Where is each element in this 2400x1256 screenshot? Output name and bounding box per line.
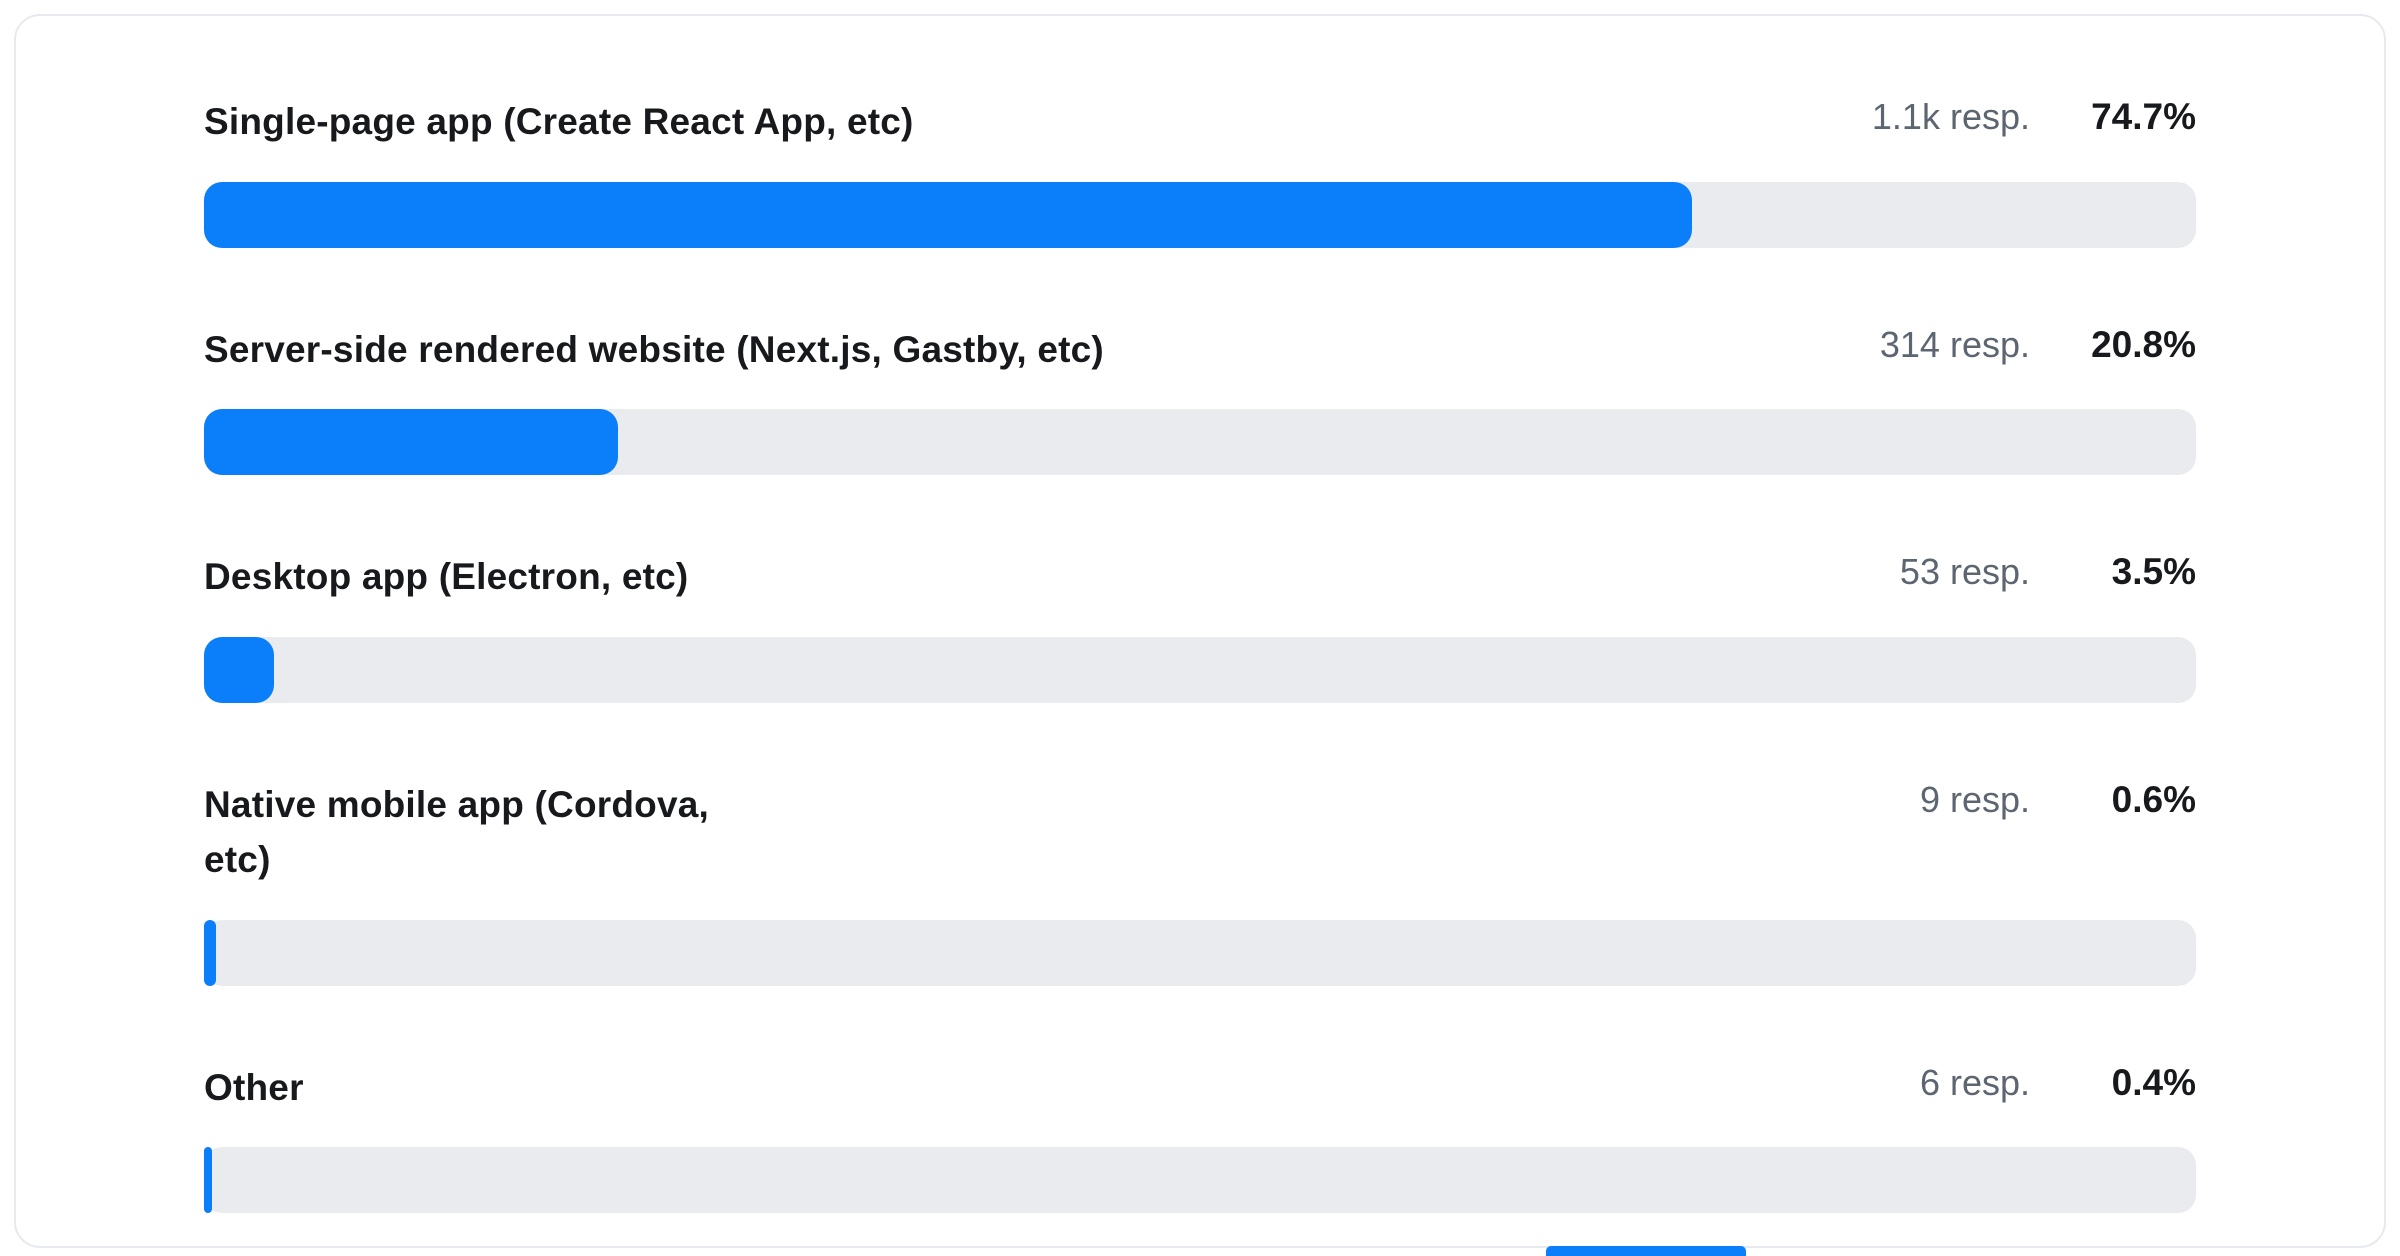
bar-fill <box>204 409 619 475</box>
percent-value: 20.8% <box>2091 323 2196 365</box>
poll-option-header: Server-side rendered website (Next.js, G… <box>204 322 2196 378</box>
bar-track <box>204 1147 2196 1213</box>
option-stats: 1.1k resp. 74.7% <box>1872 94 2196 138</box>
bar-track <box>204 181 2196 248</box>
poll-option-header: Desktop app (Electron, etc) 53 resp. 3.5… <box>204 549 2196 605</box>
percent-value: 0.4% <box>2111 1061 2196 1103</box>
poll-results-card: Single-page app (Create React App, etc) … <box>14 14 2386 1248</box>
option-stats: 314 resp. 20.8% <box>1880 322 2196 366</box>
option-label: Single-page app (Create React App, etc) <box>204 101 914 142</box>
bar-fill <box>204 919 216 986</box>
response-count: 9 resp. <box>1919 778 2030 820</box>
response-count: 6 resp. <box>1919 1061 2030 1103</box>
option-stats: 53 resp. 3.5% <box>1900 549 2196 593</box>
poll-option-row: Server-side rendered website (Next.js, G… <box>204 322 2196 475</box>
bar-fill <box>204 1147 212 1213</box>
bar-fill <box>204 636 274 703</box>
option-label: Server-side rendered website (Next.js, G… <box>204 328 1104 370</box>
poll-option-row: Single-page app (Create React App, etc) … <box>204 94 2196 248</box>
option-label: Other <box>204 1066 304 1108</box>
option-stats: 6 resp. 0.4% <box>1920 1060 2196 1104</box>
percent-value: 0.6% <box>2111 778 2196 820</box>
response-count: 53 resp. <box>1899 551 2030 592</box>
bar-track <box>204 919 2196 986</box>
option-stats: 9 resp. 0.6% <box>1920 777 2196 821</box>
bar-track <box>204 409 2196 475</box>
poll-option-header: Other 6 resp. 0.4% <box>204 1060 2196 1116</box>
poll-option-row: Native mobile app (Cordova, etc) 9 resp.… <box>204 777 2196 986</box>
option-label: Native mobile app (Cordova, etc) <box>204 783 709 881</box>
option-label: Desktop app (Electron, etc) <box>204 556 689 597</box>
percent-value: 74.7% <box>2091 96 2196 137</box>
poll-option-header: Single-page app (Create React App, etc) … <box>204 94 2196 150</box>
poll-option-row: Other 6 resp. 0.4% <box>204 1060 2196 1213</box>
poll-option-header: Native mobile app (Cordova, etc) 9 resp.… <box>204 777 2196 888</box>
percent-value: 3.5% <box>2111 551 2196 592</box>
bar-fill <box>204 181 1693 248</box>
response-count: 314 resp. <box>1879 323 2030 365</box>
bar-track <box>204 636 2196 703</box>
poll-option-row: Desktop app (Electron, etc) 53 resp. 3.5… <box>204 549 2196 703</box>
poll-rows: Single-page app (Create React App, etc) … <box>204 94 2196 1213</box>
partially-visible-bar <box>1546 1246 1746 1256</box>
response-count: 1.1k resp. <box>1871 96 2030 137</box>
